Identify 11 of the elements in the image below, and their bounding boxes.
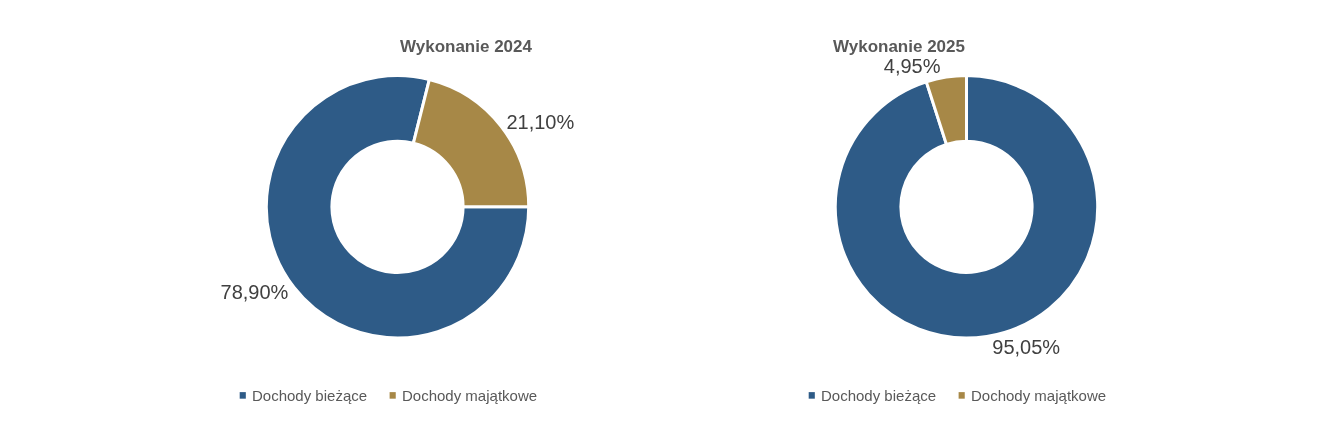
legend-label: Dochody majątkowe [971, 387, 1107, 404]
data-label: 21,10% [506, 110, 575, 133]
legend-label: Dochody bieżące [821, 387, 937, 404]
chart-title: Wykonanie 2025 [833, 37, 965, 56]
donut-slice [833, 74, 1100, 340]
legend-label: Dochody bieżące [252, 387, 368, 404]
chart-title: Wykonanie 2024 [400, 37, 533, 56]
legend-label: Dochody majątkowe [402, 387, 538, 404]
data-label: 78,90% [220, 280, 289, 303]
data-label: 95,05% [992, 336, 1061, 359]
data-label: 4,95% [883, 55, 941, 78]
